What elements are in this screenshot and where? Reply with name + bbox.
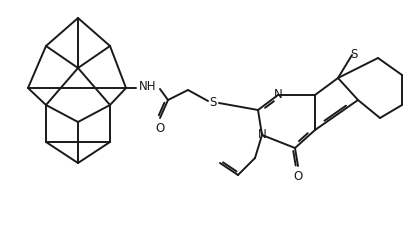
Text: O: O [294,170,303,183]
Text: S: S [209,96,217,110]
Text: S: S [350,48,358,61]
Text: NH: NH [139,81,157,93]
Text: N: N [273,89,282,102]
Text: N: N [257,129,266,142]
Text: O: O [155,122,165,134]
